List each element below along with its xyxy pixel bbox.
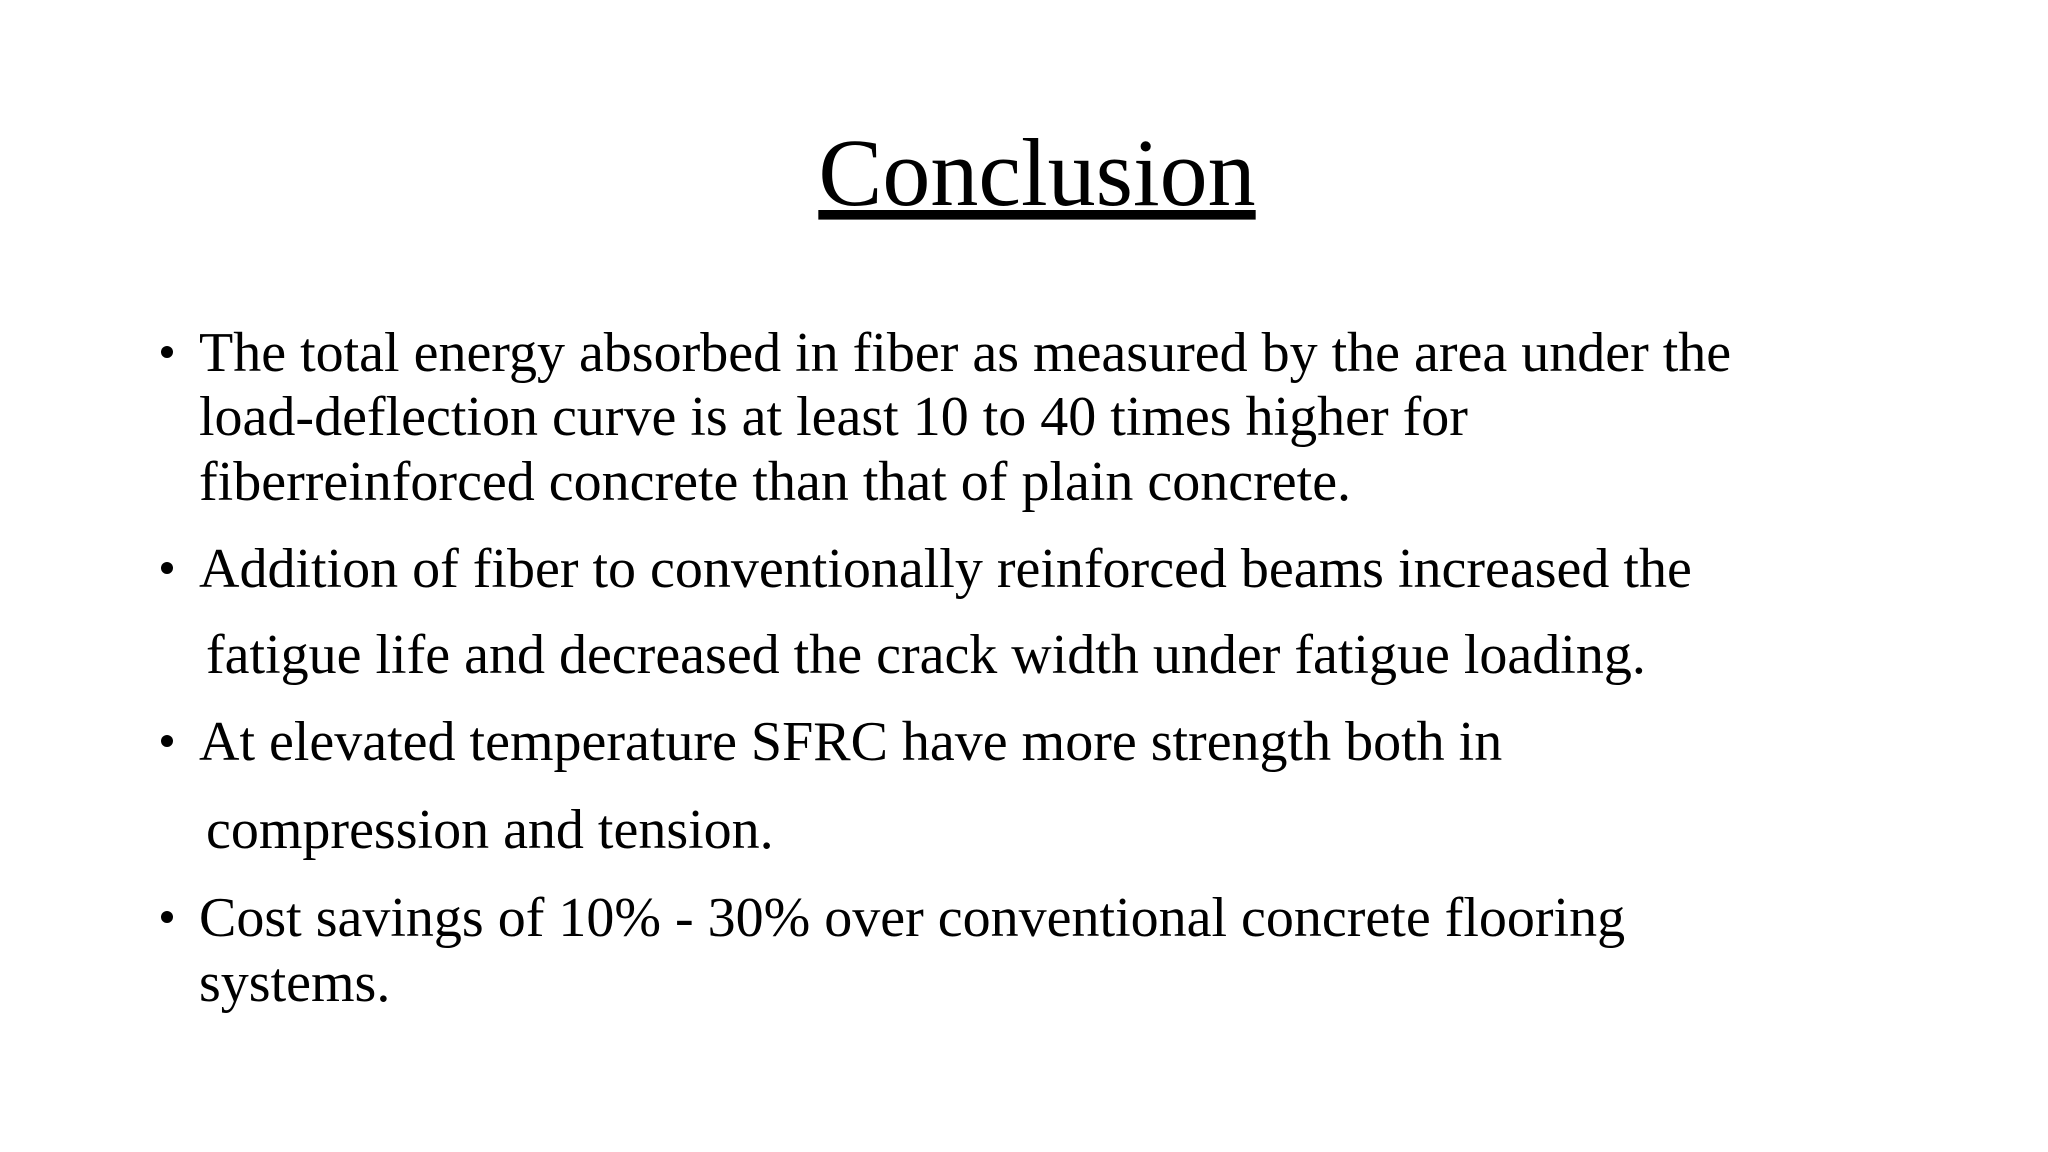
bullet-text-line: fatigue life and decreased the crack wid… bbox=[206, 624, 1646, 686]
bullet-text-line: The total energy absorbed in fiber as me… bbox=[199, 322, 1731, 384]
slide-title: Conclusion bbox=[818, 119, 1255, 226]
bullet-marker bbox=[161, 562, 173, 574]
bullet-text-line: Cost savings of 10% - 30% over conventio… bbox=[199, 887, 1625, 949]
bullet-marker bbox=[161, 911, 173, 923]
bullet-text-line: load-deflection curve is at least 10 to … bbox=[199, 386, 1468, 448]
bullet-text-line: fiberreinforced concrete than that of pl… bbox=[199, 451, 1351, 513]
bullet-text-line: At elevated temperature SFRC have more s… bbox=[199, 711, 1502, 773]
bullet-marker bbox=[161, 346, 173, 358]
bullet-text-line: compression and tension. bbox=[206, 799, 774, 861]
bullet-marker bbox=[161, 735, 173, 747]
bullet-text-line: Addition of fiber to conventionally rein… bbox=[199, 538, 1692, 600]
bullet-text-line: systems. bbox=[199, 952, 390, 1014]
